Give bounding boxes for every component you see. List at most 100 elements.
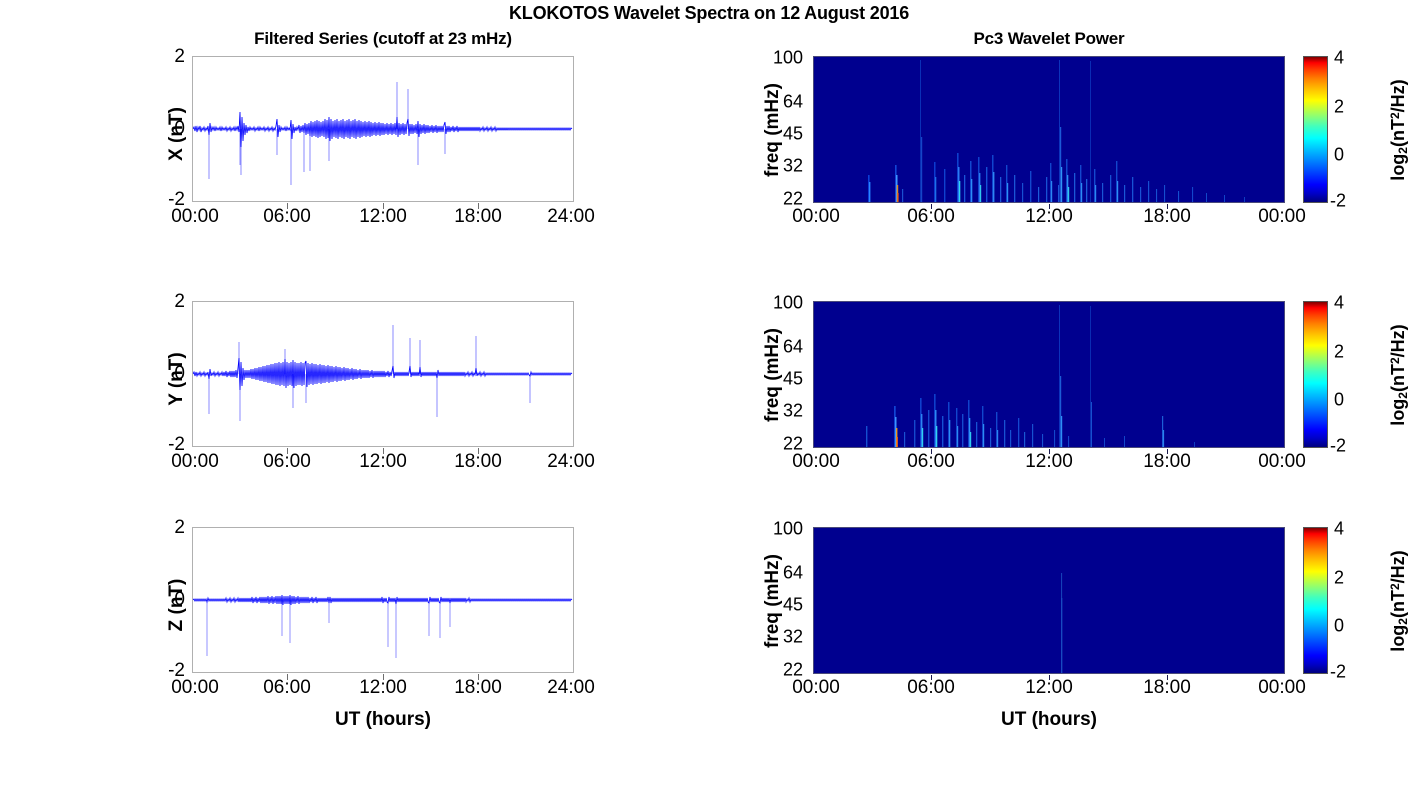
- tick-x-series-1: [287, 203, 288, 209]
- cbtick-z-4: 4: [1334, 518, 1345, 539]
- xaxis-label-left: UT (hours): [334, 709, 432, 730]
- xtick-x-24: 24:00: [547, 206, 595, 227]
- xtick-y-12: 12:00: [359, 451, 407, 472]
- ftick-z-32: 32: [782, 626, 803, 647]
- tick-zw-3: [1167, 675, 1168, 680]
- ftick-y-45: 45: [782, 368, 803, 389]
- xtick-z-24: 24:00: [547, 677, 595, 698]
- xtick-zw-18: 18:00: [1143, 677, 1191, 698]
- xtick-x-6: 06:00: [263, 206, 311, 227]
- ftick-y-22: 22: [782, 433, 803, 454]
- ftick-z-22: 22: [782, 659, 803, 680]
- tick-x-series-3: [478, 203, 479, 209]
- ftick-x-32: 32: [782, 155, 803, 176]
- ftick-z-64: 64: [782, 562, 803, 583]
- right-column-title: Pc3 Wavelet Power: [973, 29, 1125, 48]
- ytick-y-mid: 0: [174, 363, 185, 384]
- colorbar-y: [1303, 301, 1328, 448]
- plot-y-wavelet-power: [813, 301, 1285, 448]
- tick-y-series-2: [383, 448, 384, 454]
- xtick-yw-0: 00:00: [792, 451, 840, 472]
- ytick-x-bot: -2: [168, 189, 185, 210]
- ftick-x-64: 64: [782, 91, 803, 112]
- cbtick-x-0: 0: [1334, 144, 1345, 165]
- ytick-y-top: 2: [174, 291, 185, 312]
- xtick-yw-6: 06:00: [907, 451, 955, 472]
- ytick-z-mid: 0: [174, 589, 185, 610]
- xaxis-label-right: UT (hours): [1000, 709, 1098, 730]
- xtick-x-0: 00:00: [171, 206, 219, 227]
- xtick-z-18: 18:00: [454, 677, 502, 698]
- cbtick-z-m2: -2: [1330, 661, 1347, 682]
- cbtick-x-m2: -2: [1330, 190, 1347, 211]
- xtick-xw-18: 18:00: [1143, 206, 1191, 227]
- ftick-y-100: 100: [772, 292, 803, 313]
- xtick-yw-12: 12:00: [1025, 451, 1073, 472]
- tick-xw-1: [931, 204, 932, 209]
- cbtick-y-0: 0: [1334, 389, 1345, 410]
- tick-y-series-1: [287, 448, 288, 454]
- tick-y-series-3: [478, 448, 479, 454]
- cbtick-y-4: 4: [1334, 292, 1345, 313]
- xtick-x-18: 18:00: [454, 206, 502, 227]
- cbtick-z-0: 0: [1334, 615, 1345, 636]
- cbtick-z-2: 2: [1334, 567, 1345, 588]
- cbtick-y-2: 2: [1334, 341, 1345, 362]
- plot-x-wavelet-power: [813, 56, 1285, 203]
- x-series-trace: [193, 82, 573, 185]
- ytick-z-bot: -2: [168, 660, 185, 681]
- xtick-y-18: 18:00: [454, 451, 502, 472]
- xtick-xw-24: 00:00: [1258, 206, 1306, 227]
- xtick-z-12: 12:00: [359, 677, 407, 698]
- xtick-z-0: 00:00: [171, 677, 219, 698]
- xtick-xw-6: 06:00: [907, 206, 955, 227]
- xtick-yw-24: 00:00: [1258, 451, 1306, 472]
- page-title: KLOKOTOS Wavelet Spectra on 12 August 20…: [508, 3, 910, 23]
- ftick-y-64: 64: [782, 336, 803, 357]
- ytick-x-top: 2: [174, 46, 185, 67]
- colorbar-x: [1303, 56, 1328, 203]
- x-wavelet-heatmap: [814, 57, 1284, 202]
- colorbar-z: [1303, 527, 1328, 674]
- ftick-z-45: 45: [782, 594, 803, 615]
- xtick-y-0: 00:00: [171, 451, 219, 472]
- xtick-z-6: 06:00: [263, 677, 311, 698]
- ytick-z-top: 2: [174, 517, 185, 538]
- tick-xw-2: [1049, 204, 1050, 209]
- colorbar-label-z: log2(nT2/Hz): [1388, 550, 1410, 652]
- z-wavelet-heatmap: [814, 528, 1284, 673]
- tick-z-series-3: [478, 674, 479, 680]
- plot-y-filtered-series: [192, 301, 574, 447]
- xtick-y-24: 24:00: [547, 451, 595, 472]
- xtick-xw-0: 00:00: [792, 206, 840, 227]
- cbtick-y-m2: -2: [1330, 435, 1347, 456]
- xtick-y-6: 06:00: [263, 451, 311, 472]
- plot-x-filtered-series: [192, 56, 574, 202]
- ftick-x-22: 22: [782, 188, 803, 209]
- colorbar-label-y: log2(nT2/Hz): [1388, 324, 1410, 426]
- ftick-z-100: 100: [772, 518, 803, 539]
- tick-zw-2: [1049, 675, 1050, 680]
- tick-zw-1: [931, 675, 932, 680]
- y-wavelet-heatmap: [814, 302, 1284, 447]
- left-column-title: Filtered Series (cutoff at 23 mHz): [254, 29, 512, 48]
- ytick-x-mid: 0: [174, 118, 185, 139]
- plot-z-wavelet-power: [813, 527, 1285, 674]
- cbtick-x-2: 2: [1334, 96, 1345, 117]
- ftick-y-32: 32: [782, 400, 803, 421]
- xtick-xw-12: 12:00: [1025, 206, 1073, 227]
- tick-yw-1: [931, 449, 932, 454]
- ytick-y-bot: -2: [168, 434, 185, 455]
- plot-z-filtered-series: [192, 527, 574, 673]
- tick-z-series-1: [287, 674, 288, 680]
- tick-z-series-2: [383, 674, 384, 680]
- ftick-x-45: 45: [782, 123, 803, 144]
- y-series-trace: [193, 325, 573, 421]
- tick-yw-2: [1049, 449, 1050, 454]
- tick-x-series-2: [383, 203, 384, 209]
- xtick-zw-24: 00:00: [1258, 677, 1306, 698]
- tick-yw-3: [1167, 449, 1168, 454]
- cbtick-x-4: 4: [1334, 47, 1345, 68]
- ftick-x-100: 100: [772, 47, 803, 68]
